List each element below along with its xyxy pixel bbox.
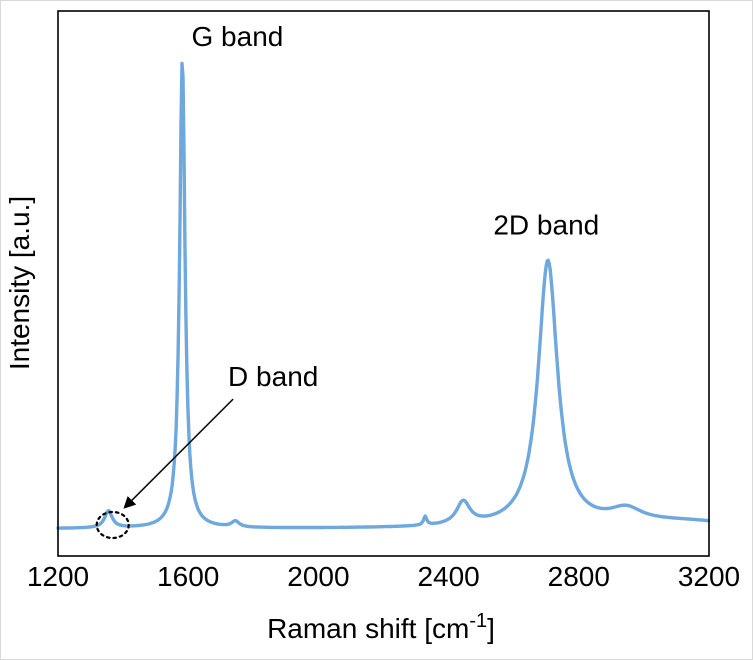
- x-tick-label: 2400: [417, 561, 479, 592]
- x-tick-label: 2800: [548, 561, 610, 592]
- g-band-label: G band: [192, 21, 284, 52]
- x-tick-label: 1200: [27, 561, 89, 592]
- two-d-band-label: 2D band: [493, 210, 599, 241]
- plot-frame: [57, 10, 710, 557]
- d-band-arrow: [123, 398, 234, 509]
- x-tick-label: 3200: [678, 561, 740, 592]
- y-axis-label: Intensity [a.u.]: [4, 196, 35, 370]
- d-band-dotted-circle: [95, 510, 130, 540]
- spectrum-line: [56, 61, 710, 530]
- x-tick-label: 2000: [287, 561, 349, 592]
- d-band-label: D band: [228, 361, 318, 392]
- x-axis-label: Raman shift [cm-1]: [267, 610, 495, 644]
- x-tick-label: 1600: [157, 561, 219, 592]
